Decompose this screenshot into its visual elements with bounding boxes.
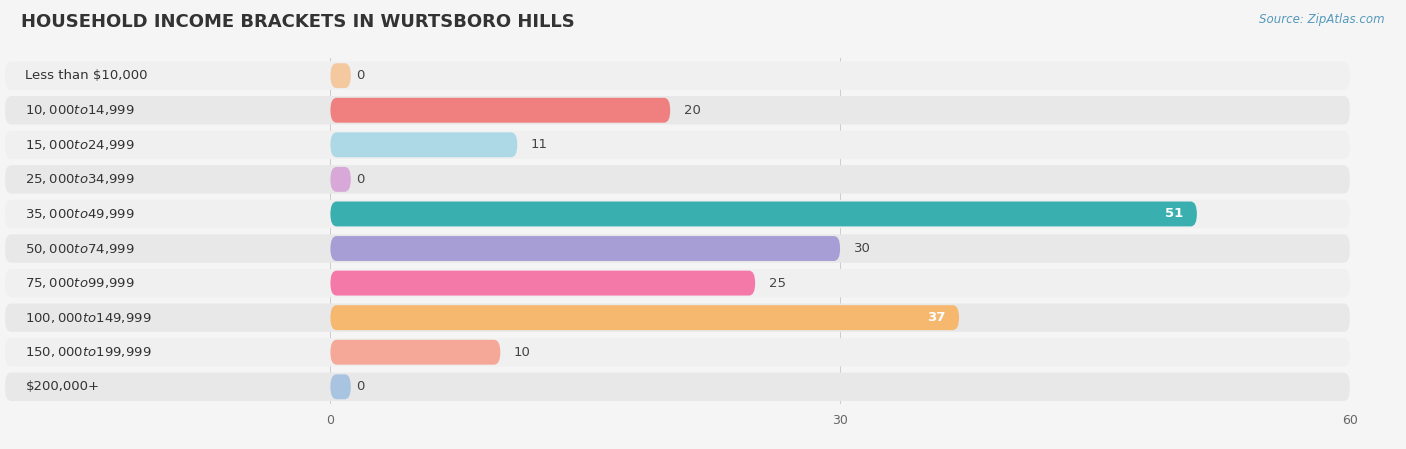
Text: Less than $10,000: Less than $10,000 (25, 69, 148, 82)
FancyBboxPatch shape (330, 236, 839, 261)
Text: 25: 25 (769, 277, 786, 290)
Text: Source: ZipAtlas.com: Source: ZipAtlas.com (1260, 13, 1385, 26)
Text: 51: 51 (1166, 207, 1184, 220)
FancyBboxPatch shape (330, 202, 1197, 226)
FancyBboxPatch shape (6, 200, 1350, 228)
FancyBboxPatch shape (330, 98, 671, 123)
FancyBboxPatch shape (330, 374, 352, 399)
Text: 11: 11 (531, 138, 548, 151)
Text: $200,000+: $200,000+ (25, 380, 100, 393)
Text: HOUSEHOLD INCOME BRACKETS IN WURTSBORO HILLS: HOUSEHOLD INCOME BRACKETS IN WURTSBORO H… (21, 13, 575, 31)
Text: $15,000 to $24,999: $15,000 to $24,999 (25, 138, 135, 152)
Text: $50,000 to $74,999: $50,000 to $74,999 (25, 242, 135, 255)
FancyBboxPatch shape (6, 165, 1350, 194)
Text: 0: 0 (356, 380, 364, 393)
FancyBboxPatch shape (6, 234, 1350, 263)
Text: $25,000 to $34,999: $25,000 to $34,999 (25, 172, 135, 186)
Text: $75,000 to $99,999: $75,000 to $99,999 (25, 276, 135, 290)
FancyBboxPatch shape (330, 305, 959, 330)
FancyBboxPatch shape (6, 338, 1350, 366)
Text: 37: 37 (927, 311, 945, 324)
FancyBboxPatch shape (6, 269, 1350, 297)
FancyBboxPatch shape (330, 132, 517, 157)
Text: $150,000 to $199,999: $150,000 to $199,999 (25, 345, 152, 359)
FancyBboxPatch shape (330, 63, 352, 88)
Text: $100,000 to $149,999: $100,000 to $149,999 (25, 311, 152, 325)
Text: 0: 0 (356, 69, 364, 82)
FancyBboxPatch shape (330, 167, 352, 192)
FancyBboxPatch shape (6, 131, 1350, 159)
Text: 0: 0 (356, 173, 364, 186)
Text: 20: 20 (683, 104, 700, 117)
Text: 10: 10 (515, 346, 531, 359)
FancyBboxPatch shape (6, 96, 1350, 124)
FancyBboxPatch shape (6, 304, 1350, 332)
FancyBboxPatch shape (6, 62, 1350, 90)
Text: $35,000 to $49,999: $35,000 to $49,999 (25, 207, 135, 221)
Text: 30: 30 (853, 242, 870, 255)
FancyBboxPatch shape (330, 271, 755, 295)
FancyBboxPatch shape (330, 340, 501, 365)
Text: $10,000 to $14,999: $10,000 to $14,999 (25, 103, 135, 117)
FancyBboxPatch shape (6, 373, 1350, 401)
